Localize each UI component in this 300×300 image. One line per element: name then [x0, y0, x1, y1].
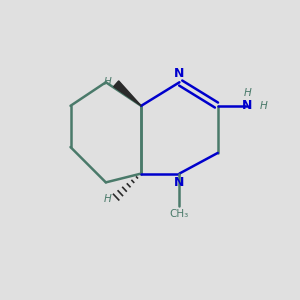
Text: N: N	[174, 176, 184, 189]
Text: H: H	[243, 88, 251, 98]
Text: H: H	[104, 194, 112, 204]
Text: H: H	[260, 101, 267, 111]
Text: N: N	[242, 99, 252, 112]
Text: N: N	[174, 67, 184, 80]
Text: H: H	[104, 77, 112, 87]
Text: CH₃: CH₃	[170, 209, 189, 220]
Polygon shape	[114, 81, 141, 106]
